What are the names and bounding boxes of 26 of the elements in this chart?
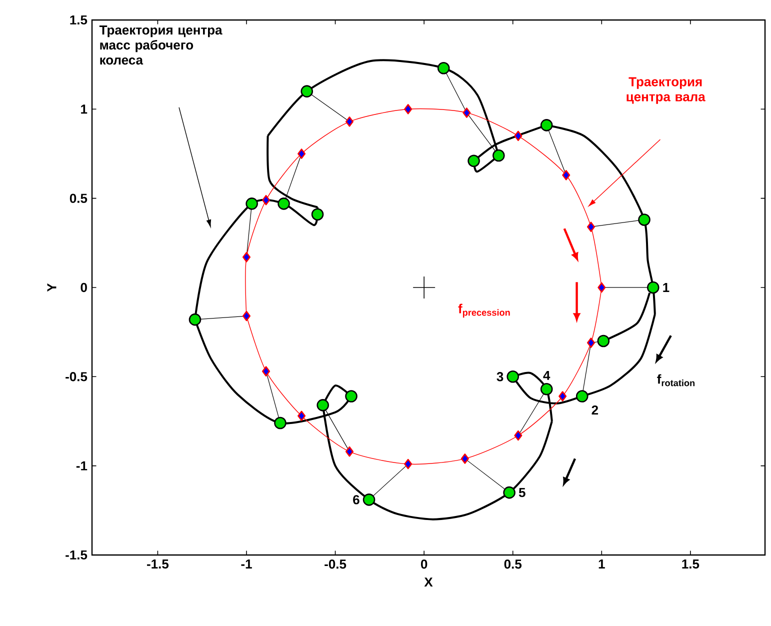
x-tick-label: 0.5 — [504, 560, 522, 569]
annotation: 5 — [518, 488, 526, 498]
y-axis-title: Y — [47, 283, 56, 292]
y-tick-label: 1.5 — [70, 15, 88, 25]
y-tick-label: 0 — [80, 282, 87, 292]
annotation: 4 — [543, 371, 550, 380]
x-tick-label: 1 — [598, 560, 605, 568]
x-tick-label: -0.5 — [324, 560, 346, 569]
y-tick-label: -0.5 — [66, 372, 88, 382]
annotation: Траектория центра масс рабочего колеса — [99, 26, 222, 65]
annotation: $\mathbf{f}_{\mathbf{rotation}}$ — [657, 374, 695, 386]
y-tick-label: 0.5 — [70, 194, 88, 203]
y-tick-label: 1 — [81, 104, 88, 114]
annotation: Траектория центра вала — [626, 77, 706, 104]
x-axis-title: X — [424, 578, 433, 587]
annotation: 3 — [496, 372, 504, 382]
annotation: 1 — [663, 283, 670, 292]
y-tick-label: -1.5 — [66, 550, 88, 560]
x-tick-label: 1.5 — [682, 560, 700, 569]
x-tick-label: 0 — [420, 560, 428, 569]
annotation: 2 — [592, 405, 598, 415]
x-tick-label: -1.5 — [147, 560, 169, 569]
x-tick-label: -1 — [241, 560, 252, 568]
annotation: $\mathbf{f}_{\mathbf{precession}}$ — [458, 304, 510, 318]
y-tick-label: -1 — [76, 461, 88, 470]
annotation: 6 — [353, 495, 360, 504]
